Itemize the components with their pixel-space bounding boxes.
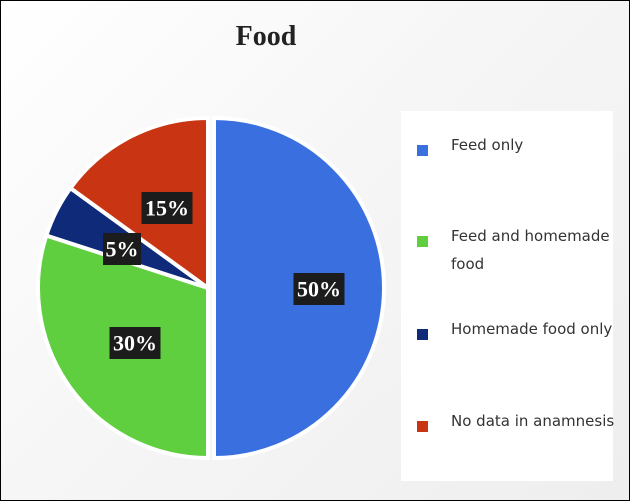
data-label-no-data: 15%	[141, 192, 193, 224]
svg-text:15%: 15%	[145, 196, 189, 221]
data-label-feed-only: 50%	[293, 273, 345, 305]
legend-label: Homemade food only	[451, 320, 613, 338]
legend-swatch	[417, 236, 428, 247]
legend-swatch	[417, 329, 428, 340]
legend-label: Feed only	[451, 136, 524, 154]
legend-label: No data in anamnesis	[451, 412, 615, 430]
svg-text:5%: 5%	[106, 237, 139, 262]
svg-text:50%: 50%	[297, 277, 341, 302]
pie-slice-no-data	[67, 115, 210, 292]
legend-label: Feed and homemade food	[451, 227, 610, 273]
svg-text:30%: 30%	[113, 331, 157, 356]
data-label-homemade-only: 5%	[103, 233, 141, 265]
legend-swatch	[417, 145, 428, 156]
chart-title: Food	[235, 21, 297, 52]
data-label-feed-and-homemade: 30%	[109, 327, 161, 359]
legend-swatch	[417, 421, 428, 432]
chart-legend: Feed only Feed and homemade food Homemad…	[401, 111, 614, 481]
